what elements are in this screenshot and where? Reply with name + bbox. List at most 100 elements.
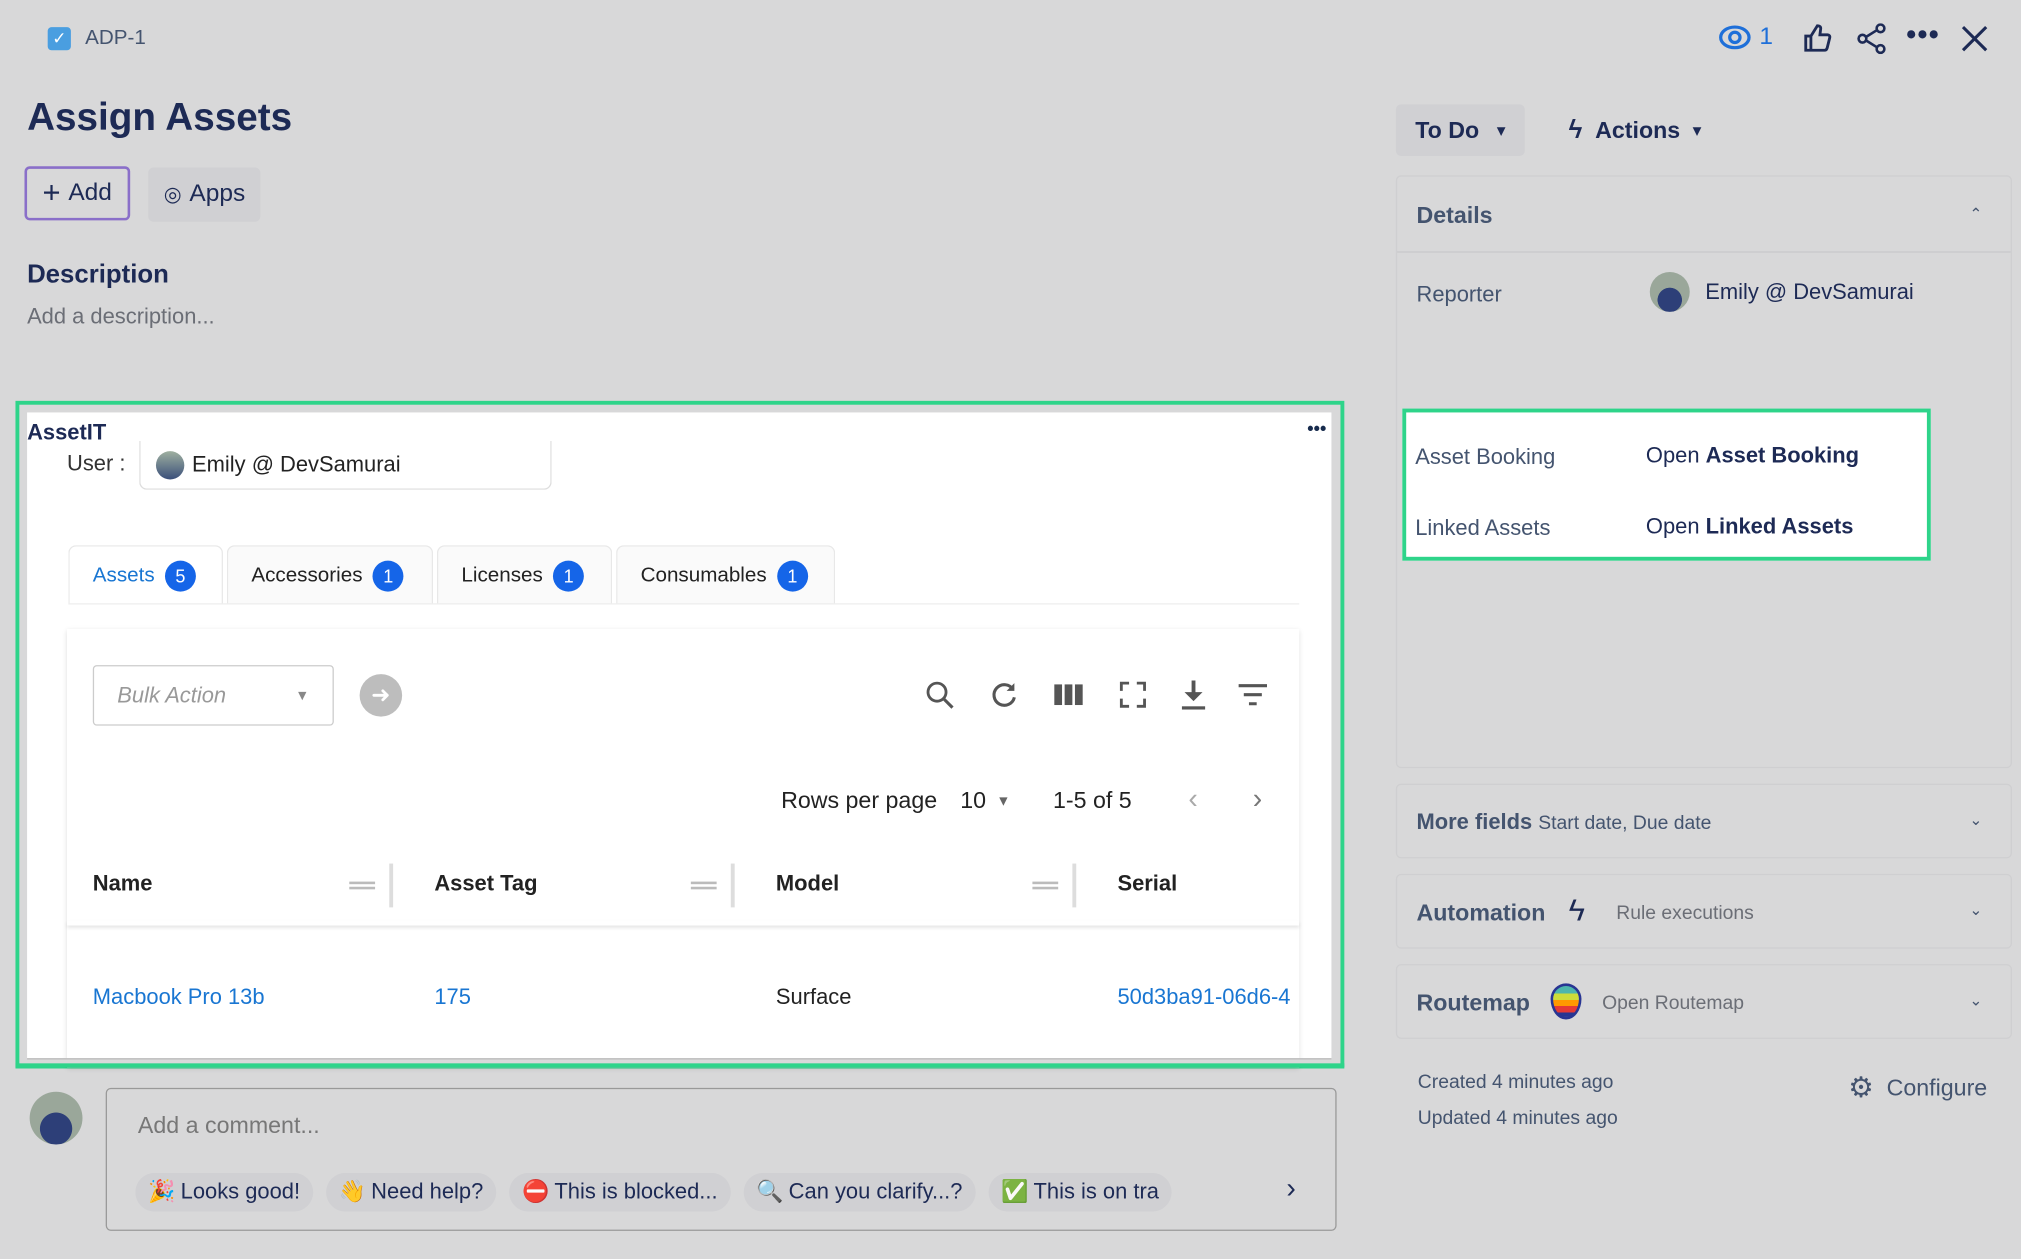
more-icon[interactable]: ••• (1906, 18, 1940, 51)
filter-icon[interactable] (1236, 678, 1270, 712)
tab-licenses[interactable]: Licenses 1 (436, 545, 613, 605)
routemap-panel[interactable]: Routemap Open Routemap ⌄ (1395, 964, 2012, 1039)
fullscreen-icon[interactable] (1116, 678, 1150, 712)
reporter-label: Reporter (1416, 282, 1502, 307)
column-resizer[interactable] (730, 863, 735, 908)
share-icon[interactable] (1856, 23, 1887, 55)
lightning-icon: ϟ (1568, 115, 1583, 144)
search-icon[interactable] (923, 678, 957, 712)
panel-more-icon[interactable]: ••• (1307, 417, 1327, 439)
column-header-serial[interactable]: Serial (1117, 871, 1178, 896)
column-resizer[interactable] (389, 863, 394, 908)
gear-icon: ⚙ (1848, 1071, 1874, 1104)
column-resizer[interactable] (1072, 863, 1077, 908)
user-select[interactable]: Emily @ DevSamurai (139, 440, 552, 490)
chip-on-track[interactable]: ✅ This is on tra (988, 1172, 1172, 1212)
created-timestamp: Created 4 minutes ago (1417, 1071, 1614, 1093)
close-icon[interactable] (1960, 24, 1988, 52)
pagination-range: 1-5 of 5 (1053, 787, 1132, 814)
rows-per-page-select[interactable]: 10 ▼ (960, 788, 1010, 815)
wave-icon: 👋 (338, 1179, 367, 1204)
asset-booking-link-text: Asset Booking (1705, 443, 1860, 468)
column-header-model[interactable]: Model (775, 871, 840, 896)
tab-label: Consumables (640, 563, 767, 586)
apps-button[interactable]: ◎ Apps (148, 167, 261, 222)
automation-subtitle: Rule executions (1616, 902, 1754, 925)
rows-per-page-value: 10 (960, 787, 987, 814)
tab-assets[interactable]: Assets 5 (68, 545, 223, 605)
chevron-down-icon: ▾ (1693, 121, 1701, 140)
linked-assets-link-text: Linked Assets (1705, 514, 1854, 539)
chevron-up-icon[interactable]: ⌃ (1969, 204, 1983, 223)
status-dropdown[interactable]: To Do ▾ (1395, 104, 1525, 156)
column-header-asset-tag[interactable]: Asset Tag (434, 871, 538, 896)
more-fields-title: More fields (1416, 809, 1533, 834)
routemap-pin-icon (1550, 983, 1582, 1020)
automation-panel[interactable]: Automation ϟ Rule executions ⌄ (1395, 873, 2012, 949)
check-mark-icon: ✅ (1001, 1179, 1029, 1204)
panel-scroll-edge (27, 1058, 1332, 1065)
thumbs-up-icon[interactable] (1802, 23, 1833, 54)
chip-clarify[interactable]: 🔍 Can you clarify...? (743, 1172, 976, 1212)
description-field[interactable]: Add a description... (27, 304, 215, 329)
asset-model: Surface (775, 984, 852, 1010)
chip-blocked[interactable]: ⛔ This is blocked... (509, 1172, 731, 1212)
details-title[interactable]: Details (1416, 202, 1493, 229)
divider (1397, 251, 2011, 253)
chips-scroll-right-button[interactable]: › (1286, 1171, 1296, 1204)
current-user-avatar (29, 1091, 83, 1145)
more-fields-subtitle: Start date, Due date (1538, 812, 1712, 834)
comment-placeholder: Add a comment... (137, 1112, 320, 1139)
next-page-button[interactable]: › (1252, 782, 1263, 815)
chip-label: This is on tra (1033, 1179, 1159, 1204)
issue-key[interactable]: ADP-1 (85, 27, 146, 49)
apply-bulk-action-button[interactable]: ➜ (359, 674, 403, 717)
download-icon[interactable] (1177, 678, 1211, 712)
chip-looks-good[interactable]: 🎉 Looks good! (135, 1172, 313, 1212)
tab-label: Assets (92, 563, 155, 586)
drag-handle-icon[interactable] (690, 881, 717, 890)
configure-button[interactable]: ⚙ Configure (1848, 1071, 1987, 1105)
user-avatar (155, 450, 185, 479)
header-shadow (67, 920, 1299, 925)
asset-serial-link[interactable]: 50d3ba91-06d6-4 (1117, 984, 1291, 1010)
asset-tag-link[interactable]: 175 (434, 984, 471, 1010)
refresh-icon[interactable] (987, 678, 1021, 712)
apps-icon: ◎ (163, 184, 182, 207)
plus-icon: + (42, 175, 61, 211)
asset-name-link[interactable]: Macbook Pro 13b (92, 984, 265, 1010)
automation-title: Automation (1416, 899, 1546, 926)
column-header-name[interactable]: Name (92, 871, 153, 896)
reporter-value[interactable]: Emily @ DevSamurai (1705, 279, 1914, 305)
watch-count: 1 (1759, 23, 1773, 51)
lightning-icon: ϟ (1568, 893, 1585, 929)
routemap-subtitle: Open Routemap (1602, 992, 1744, 1015)
chip-label: Can you clarify...? (788, 1179, 963, 1204)
previous-page-button[interactable]: ‹ (1188, 782, 1198, 815)
tab-label: Accessories (251, 563, 363, 586)
open-asset-booking-link[interactable]: Open Asset Booking (1646, 443, 1859, 469)
chip-label: Looks good! (180, 1179, 301, 1204)
columns-icon[interactable] (1052, 678, 1086, 712)
more-fields-panel[interactable]: More fields Start date, Due date ⌄ (1395, 783, 2012, 859)
tab-count-badge: 1 (776, 560, 808, 591)
tab-consumables[interactable]: Consumables 1 (616, 545, 836, 605)
eye-icon (1719, 25, 1751, 50)
issue-title[interactable]: Assign Assets (27, 96, 293, 140)
open-text: Open (1645, 443, 1700, 468)
assetit-title: AssetIT (27, 420, 107, 445)
comment-box[interactable]: Add a comment... 🎉 Looks good! 👋 Need help… (105, 1087, 1337, 1231)
dropdown-caret-icon: ▼ (295, 687, 310, 704)
tab-accessories[interactable]: Accessories 1 (226, 545, 434, 605)
task-type-icon: ✓ (47, 27, 71, 51)
open-text: Open (1645, 514, 1700, 539)
chip-need-help[interactable]: 👋 Need help? (325, 1172, 497, 1212)
add-button[interactable]: + Add (24, 166, 130, 221)
actions-dropdown[interactable]: ϟ Actions ▾ (1553, 104, 1716, 156)
watch-button[interactable]: 1 (1718, 23, 1773, 51)
bulk-action-select[interactable]: Bulk Action ▼ (92, 665, 334, 726)
configure-label: Configure (1886, 1074, 1988, 1101)
open-linked-assets-link[interactable]: Open Linked Assets (1646, 514, 1853, 540)
drag-handle-icon[interactable] (1032, 881, 1059, 890)
drag-handle-icon[interactable] (349, 881, 376, 890)
